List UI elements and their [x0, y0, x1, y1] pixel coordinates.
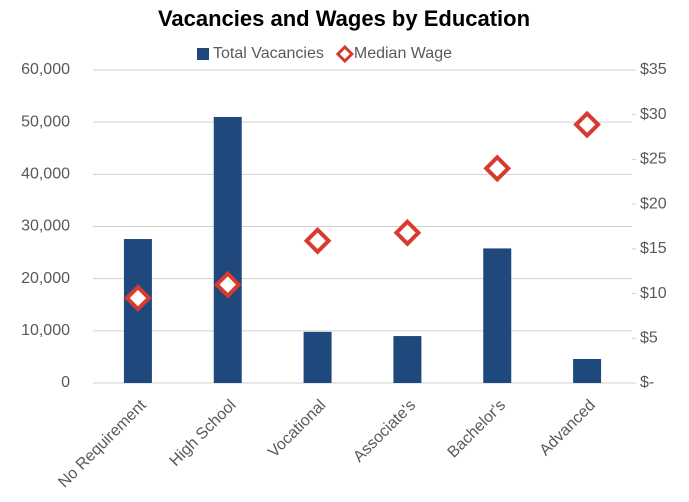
x-tick-label: Associate's	[350, 397, 419, 466]
y2-tick-label: $15	[640, 240, 667, 257]
y2-tick-label: $10	[640, 285, 667, 302]
marker	[573, 110, 601, 139]
legend-label: Total Vacancies	[213, 45, 324, 62]
y-tick-label: 60,000	[21, 61, 70, 78]
chart-title: Vacancies and Wages by Education	[158, 6, 530, 31]
bar	[573, 359, 602, 383]
marker	[393, 218, 422, 247]
y2-tick-label: $20	[640, 195, 667, 212]
bar	[393, 336, 422, 383]
y-tick-label: 0	[61, 374, 70, 391]
legend-label: Median Wage	[354, 45, 452, 62]
x-tick-label: Bachelor's	[445, 397, 510, 462]
y-tick-label: 50,000	[21, 113, 70, 130]
y2-tick-label: $-	[640, 374, 654, 391]
y2-tick-label: $30	[640, 106, 667, 123]
x-tick-label: Vocational	[265, 397, 329, 461]
y2-tick-label: $5	[640, 330, 658, 347]
marker	[124, 284, 152, 312]
bar	[483, 248, 512, 383]
bar	[213, 116, 242, 383]
bar	[303, 331, 332, 383]
legend-swatch	[335, 44, 354, 64]
y-tick-label: 40,000	[21, 166, 70, 183]
y-tick-label: 10,000	[21, 322, 70, 339]
legend-swatch	[197, 48, 209, 60]
y2-tick-label: $35	[640, 61, 667, 78]
y-tick-label: 30,000	[21, 218, 70, 235]
marker	[483, 154, 512, 183]
x-tick-label: High School	[167, 397, 240, 470]
marker	[303, 226, 332, 255]
x-tick-label: No Requirement	[55, 396, 150, 491]
y-tick-label: 20,000	[21, 270, 70, 287]
marker	[213, 270, 242, 299]
y2-tick-label: $25	[640, 151, 667, 168]
x-tick-label: Advanced	[537, 397, 599, 459]
